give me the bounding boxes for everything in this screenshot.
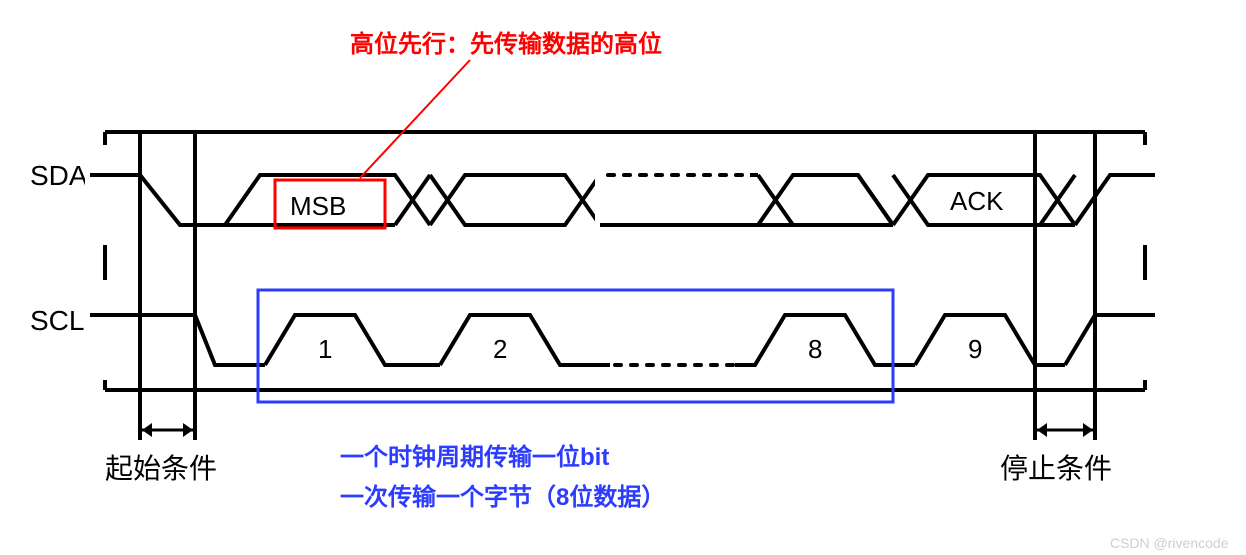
- start-cond: 起始条件: [105, 453, 217, 484]
- watermark: CSDN @rivencode: [1110, 535, 1229, 551]
- blue-line-1: 一个时钟周期传输一位bit: [340, 443, 609, 471]
- top-annotation: 高位先行：先传输数据的高位: [350, 30, 662, 58]
- ack-label: ACK: [950, 186, 1004, 216]
- scl-label: SCL: [30, 305, 84, 336]
- stop-cond: 停止条件: [1000, 453, 1112, 484]
- clk-2: 2: [493, 334, 507, 364]
- msb-label: MSB: [290, 191, 346, 221]
- sda-label: SDA: [30, 160, 88, 191]
- clk-8: 8: [808, 334, 822, 364]
- clk-1: 1: [318, 334, 332, 364]
- blue-line-2: 一次传输一个字节（8位数据）: [340, 483, 665, 511]
- clk-9: 9: [968, 334, 982, 364]
